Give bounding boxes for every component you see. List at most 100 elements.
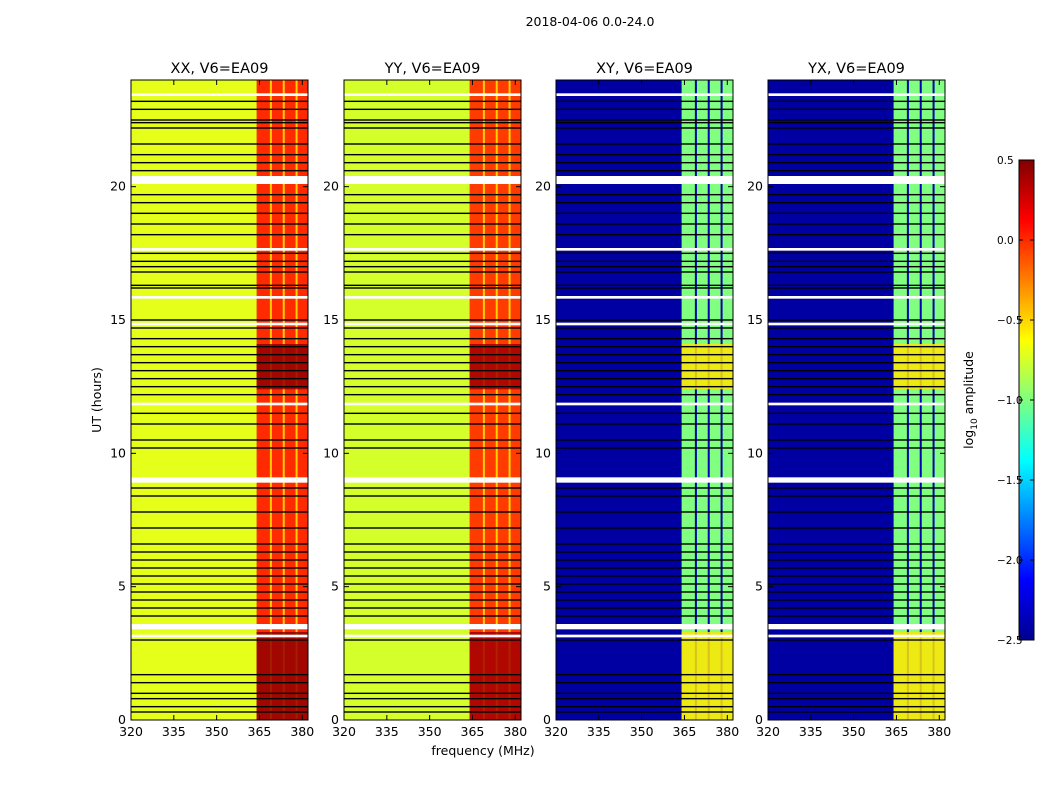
flag-line bbox=[768, 393, 945, 396]
flag-line bbox=[131, 201, 308, 204]
y-tick-label: 0 bbox=[331, 712, 339, 727]
flag-gap bbox=[556, 624, 733, 630]
x-tick-label: 365 bbox=[673, 724, 697, 739]
colorbar-tick-label: 0.0 bbox=[997, 235, 1014, 247]
heatmap-0 bbox=[131, 80, 308, 720]
rfi-band bbox=[256, 80, 308, 720]
flag-line bbox=[131, 697, 308, 700]
flag-line bbox=[768, 527, 945, 529]
y-tick-label: 5 bbox=[118, 579, 126, 594]
colorbar-tick-label: −1.0 bbox=[997, 395, 1023, 407]
flag-line bbox=[768, 127, 945, 129]
subband-separator bbox=[694, 80, 697, 720]
flag-line bbox=[556, 201, 733, 204]
colorbar-ticks: 0.5 0.0 −0.5 −1.0 −1.5 −2.0 −2.5 bbox=[997, 155, 1034, 647]
panel-3: YX, V6=EA09 320 335 350 365 380 0 5 10 15 20 bbox=[747, 61, 951, 739]
flag-line bbox=[344, 127, 521, 129]
colorbar-tick-label: −0.5 bbox=[997, 315, 1023, 327]
flag-line bbox=[344, 393, 521, 396]
flag-line bbox=[344, 385, 521, 388]
flag-line bbox=[131, 393, 308, 396]
y-tick-label: 0 bbox=[543, 712, 551, 727]
flag-line bbox=[131, 193, 308, 196]
flag-gap bbox=[556, 477, 733, 483]
flag-line bbox=[344, 193, 521, 196]
flag-line bbox=[344, 559, 521, 561]
flag-line bbox=[556, 439, 733, 441]
flag-line bbox=[768, 223, 945, 225]
colorbar-label-subscript: 10 bbox=[970, 418, 980, 430]
flag-line bbox=[768, 265, 945, 268]
bright-interval bbox=[893, 344, 945, 390]
y-tick-label: 15 bbox=[323, 312, 339, 327]
heatmap-3 bbox=[768, 80, 945, 720]
flag-line bbox=[556, 583, 733, 585]
flag-line bbox=[131, 559, 308, 561]
bright-interval bbox=[893, 632, 945, 720]
flag-line bbox=[131, 260, 308, 263]
flag-line bbox=[768, 345, 945, 348]
x-axis-label: frequency (MHz) bbox=[431, 743, 534, 758]
flag-line bbox=[556, 673, 733, 676]
flag-line bbox=[768, 327, 945, 329]
flag-gap bbox=[556, 176, 733, 184]
flag-line bbox=[131, 639, 308, 641]
subband-separator bbox=[707, 80, 710, 720]
subband-separator bbox=[720, 80, 723, 720]
flag-gap bbox=[131, 624, 308, 630]
panel-title: XY, V6=EA09 bbox=[596, 61, 693, 77]
flag-gap bbox=[131, 248, 308, 251]
flag-line bbox=[131, 287, 308, 289]
flag-line bbox=[131, 223, 308, 225]
panel-title: YY, V6=EA09 bbox=[384, 61, 481, 77]
panel-0: XX, V6=EA09 320 335 350 365 380 0 5 10 15 20 bbox=[110, 61, 314, 739]
flag-line bbox=[131, 607, 308, 609]
flag-line bbox=[131, 551, 308, 553]
flag-line bbox=[131, 575, 308, 577]
colorbar: 0.5 0.0 −0.5 −1.0 −1.5 −2.0 −2.5 log10 amplitu… bbox=[961, 155, 1035, 647]
flag-line bbox=[768, 319, 945, 321]
x-tick-label: 365 bbox=[885, 724, 909, 739]
x-tick-label: 350 bbox=[205, 724, 229, 739]
figure-title: 2018-04-06 0.0-24.0 bbox=[526, 14, 655, 29]
subband-separator bbox=[932, 80, 935, 720]
panel-title: YX, V6=EA09 bbox=[807, 61, 905, 77]
flag-line bbox=[344, 252, 521, 255]
x-tick-label: 350 bbox=[630, 724, 654, 739]
x-tick-label: 380 bbox=[927, 724, 951, 739]
x-tick-label: 350 bbox=[418, 724, 442, 739]
flag-line bbox=[131, 153, 308, 156]
flag-line bbox=[344, 265, 521, 268]
flag-line bbox=[131, 711, 308, 713]
flag-line bbox=[131, 673, 308, 676]
flag-line bbox=[344, 361, 521, 364]
x-tick-label: 320 bbox=[332, 724, 356, 739]
flag-gap bbox=[768, 634, 945, 638]
y-axis-label: UT (hours) bbox=[89, 367, 104, 433]
flag-line bbox=[556, 337, 733, 340]
flag-line bbox=[131, 353, 308, 356]
flag-line bbox=[344, 423, 521, 425]
flag-gap bbox=[344, 402, 521, 406]
flag-line bbox=[131, 705, 308, 708]
subband-separator bbox=[482, 80, 485, 720]
flag-line bbox=[131, 423, 308, 425]
flag-gap bbox=[344, 93, 521, 96]
flag-line bbox=[344, 121, 521, 124]
y-tick-label: 0 bbox=[755, 712, 763, 727]
flag-line bbox=[344, 567, 521, 569]
x-tick-label: 335 bbox=[162, 724, 186, 739]
colorbar-label: log10 amplitude bbox=[961, 351, 980, 449]
flag-line bbox=[556, 543, 733, 545]
flag-line bbox=[131, 439, 308, 441]
flag-line bbox=[556, 697, 733, 700]
flag-line bbox=[556, 591, 733, 593]
flag-gap bbox=[768, 477, 945, 483]
flag-gap bbox=[131, 93, 308, 96]
flag-line bbox=[556, 153, 733, 156]
flag-line bbox=[344, 681, 521, 684]
flag-line bbox=[131, 369, 308, 372]
flag-line bbox=[344, 353, 521, 356]
